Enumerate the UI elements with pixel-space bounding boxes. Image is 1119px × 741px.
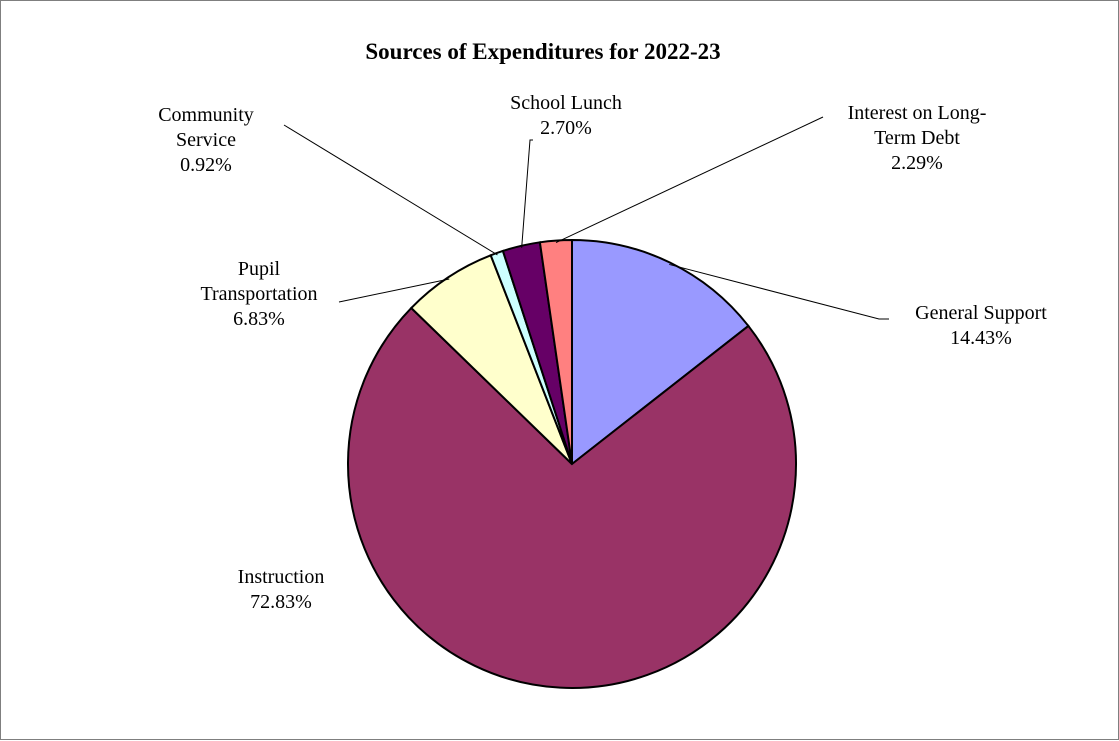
chart-title: Sources of Expenditures for 2022-23 [365,39,720,64]
slice-labels: General Support 14.43% Instruction 72.83% Pu… [158,92,1047,613]
pie-slices [347,238,797,689]
slice-name: General Support [915,302,1047,324]
slice-percent: 6.83% [233,308,285,330]
leader-line-general-support [669,263,889,320]
slice-name: Instruction [238,566,325,588]
leader-line-community-service [283,124,498,256]
leader-line-interest-on-long-term-debt [555,116,824,244]
slice-name: Community [158,104,254,126]
slice-name: Transportation [200,283,317,305]
slice-name: Interest on Long- [848,102,987,124]
leader-line-school-lunch [521,139,533,248]
slice-label-community-service: Community Service 0.92% [158,104,254,176]
slice-percent: 14.43% [950,327,1012,349]
slice-percent: 0.92% [180,154,232,176]
pie-slice-instruction [347,306,797,689]
slice-name: Pupil [238,258,281,280]
slice-label-school-lunch: School Lunch 2.70% [510,92,622,139]
slice-percent: 72.83% [250,591,312,613]
slice-label-instruction: Instruction 72.83% [238,566,325,613]
pie-slice-general-support [571,238,750,467]
slice-percent: 2.70% [540,117,592,139]
slice-percent: 2.29% [891,152,943,174]
slice-label-pupil-transportation: Pupil Transportation 6.83% [200,258,317,330]
slice-label-interest-on-long-term-debt: Interest on Long- Term Debt 2.29% [848,102,987,174]
slice-label-general-support: General Support 14.43% [915,302,1047,349]
slice-name: Term Debt [874,127,960,149]
pie-slice-interest-on-long-term-debt [538,238,573,465]
slice-name: Service [176,129,236,151]
leader-line-pupil-transportation [338,278,450,303]
leader-lines [283,116,889,320]
slice-name: School Lunch [510,92,622,114]
